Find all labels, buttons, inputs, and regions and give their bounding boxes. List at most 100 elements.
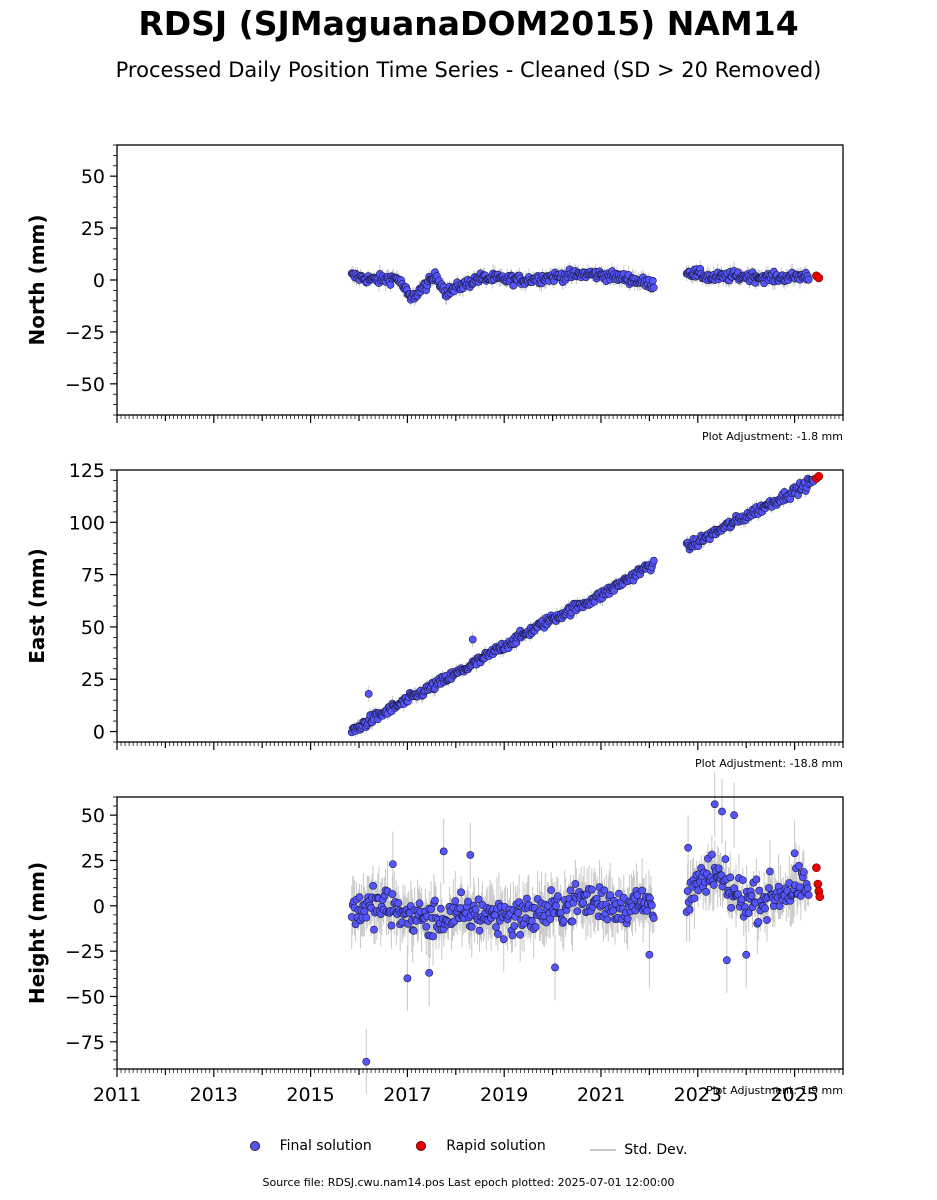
chart-title: RDSJ (SJMaguanaDOM2015) NAM14 [138,4,799,43]
final-point [355,893,364,902]
final-point [799,868,808,876]
final-point [516,930,525,939]
final-point [547,886,556,895]
plot-adjustment: Plot Adjustment: -18.8 mm [695,757,843,770]
final-point [702,888,710,896]
final-point [551,963,559,972]
final-point [369,882,377,890]
y-tick-label: 25 [81,850,105,872]
y-tick-label: 100 [69,512,105,534]
final-point [394,899,403,907]
final-point [727,903,736,912]
final-point [531,923,540,931]
y-tick-label: 50 [81,617,105,639]
final-point [436,904,445,913]
final-point [684,843,693,852]
final-point [415,899,424,908]
final-point [471,905,480,914]
final-point [388,860,397,868]
final-point [638,886,647,895]
final-point [364,689,373,698]
final-point [761,904,769,913]
x-tick-label: 2017 [383,1084,431,1106]
legend-label-rapid: Rapid solution [446,1138,546,1154]
final-point [766,867,774,876]
final-point [726,873,735,882]
final-point [499,935,508,944]
final-point [747,891,756,900]
final-point [554,892,562,901]
final-point [514,908,523,917]
final-point [649,914,658,923]
final-point [568,917,577,926]
final-point [795,861,803,870]
final-point [718,807,726,816]
y-axis-label: Height (mm) [25,862,49,1004]
final-point [738,876,747,885]
final-point [752,875,761,884]
final-point [388,890,397,899]
final-point [429,932,437,941]
final-point [527,917,536,925]
rapid-point [813,879,823,889]
y-tick-label: −75 [65,1032,105,1054]
final-point [467,922,476,931]
plot-frame [116,144,844,416]
rapid-point [815,892,825,902]
x-tick-label: 2013 [190,1084,238,1106]
final-point [744,909,753,918]
final-point [648,276,657,285]
legend-label-final: Final solution [279,1138,372,1154]
final-point [775,902,784,911]
final-point [466,851,475,859]
x-tick-label: 2021 [577,1084,625,1106]
x-tick-label: 2025 [770,1084,818,1106]
legend: Final solution Rapid solution Std. Dev. [0,1138,937,1158]
final-point [474,895,483,904]
final-point [546,915,555,923]
final-point [803,884,812,893]
final-point [722,956,731,965]
final-point [765,884,773,892]
final-point [559,917,568,925]
final-point [804,275,813,284]
final-point [362,913,371,922]
rapid-point [814,273,824,283]
legend-item-rapid: Rapid solution [416,1138,546,1154]
y-tick-label: 0 [93,722,105,744]
final-point [573,907,582,916]
rapid-point [814,471,824,481]
x-tick-label: 2023 [674,1084,722,1106]
final-point [763,916,771,924]
final-point [403,974,412,983]
y-tick-label: 50 [81,805,105,827]
final-point [468,635,477,644]
final-point [683,887,692,896]
final-point [439,847,448,856]
final-point [457,888,466,897]
final-point [690,894,699,903]
final-point [475,926,484,935]
x-tick-label: 2019 [480,1084,528,1106]
chart-subtitle: Processed Daily Position Time Series - C… [115,58,822,82]
final-point [755,886,764,895]
rapid-marker-icon [416,1141,427,1151]
y-tick-label: −25 [65,322,105,344]
x-tick-label: 2015 [286,1084,334,1106]
y-tick-label: −25 [65,941,105,963]
final-point [552,902,560,910]
y-tick-label: 50 [81,166,105,188]
final-point [707,850,716,859]
final-point [492,923,500,932]
final-point [603,915,612,924]
plot-adjustment: Plot Adjustment: 1.9 mm [706,1084,843,1097]
x-tick-label: 2011 [93,1084,141,1106]
final-point [649,556,658,565]
final-point [494,930,502,938]
final-point [362,1057,371,1066]
y-tick-label: −50 [65,374,105,396]
legend-item-final: Final solution [249,1138,372,1154]
final-point [623,914,632,923]
y-tick-label: 0 [93,270,105,292]
final-point [600,886,609,895]
